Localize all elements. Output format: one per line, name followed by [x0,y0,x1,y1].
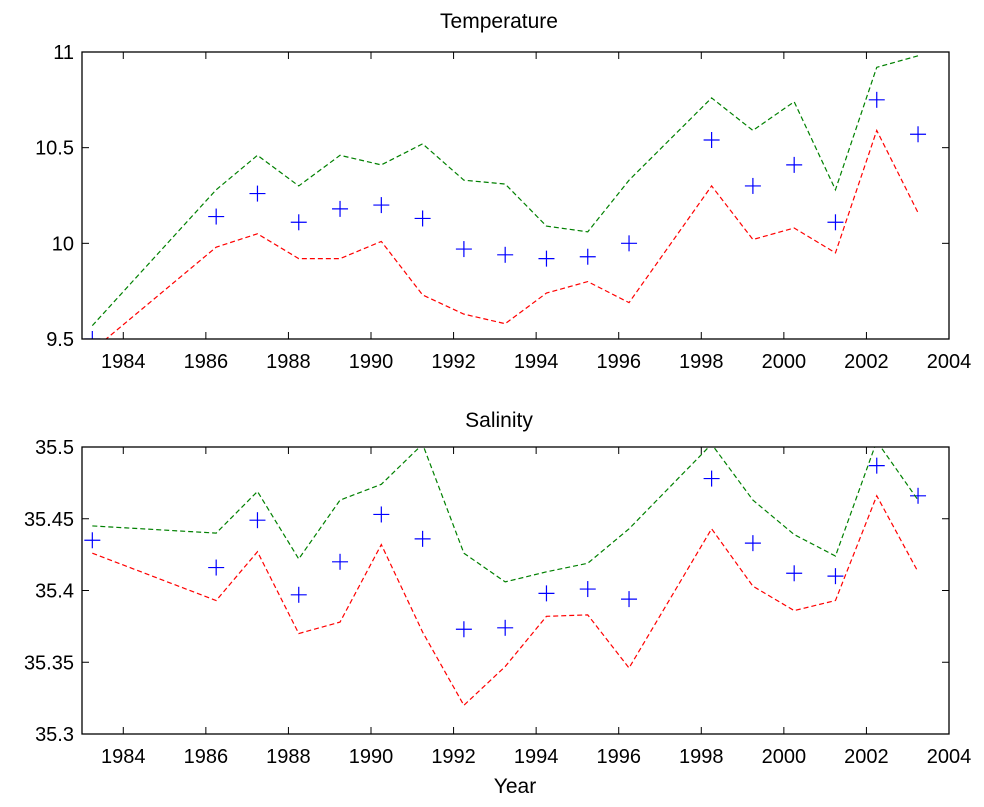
salinity-title: Salinity [465,409,533,432]
temperature-panel: Temperature 1984 1986 1988 1990 1992 1994 1996… [35,10,971,373]
salinity-axes-frame [81,446,950,735]
salinity-measurement-marker [373,506,390,523]
x-tick-label: 1994 [514,351,559,373]
temperature-measurement-marker [84,331,101,339]
x-tick-label: 1990 [349,746,394,768]
x-tick-label: 1996 [596,746,641,768]
temperature-measurement-marker [414,210,431,227]
temperature-measurement-marker [332,200,349,217]
temperature-measurement-marker [373,197,390,214]
salinity-lower-bound-line [92,494,919,707]
salinity-panel: Salinity 1984 1986 1988 1990 1992 1994 1996 199… [24,409,971,798]
temperature-measurement-marker [579,248,596,265]
temperature-measurement-marker [497,246,514,263]
y-tick-label: 10.5 [35,138,74,160]
salinity-measurement-marker [455,621,472,638]
x-tick-label: 1990 [349,351,394,373]
salinity-ticks: 1984 1986 1988 1990 1992 1994 1996 1998 2000 2002… [24,437,971,768]
y-tick-label: 11 [53,42,74,64]
temperature-plot-content [84,55,927,339]
y-tick-label: 10 [52,233,74,255]
temperature-measurement-marker [621,235,638,252]
salinity-measurement-marker [538,585,555,602]
x-tick-label: 1994 [514,746,559,768]
y-tick-label: 35.5 [35,437,74,459]
x-tick-label: 2002 [844,746,889,768]
temperature-ticks: 1984 1986 1988 1990 1992 1994 1996 1998 2000 2002… [35,42,971,373]
temperature-measurement-marker [208,208,225,225]
x-tick-label: 1998 [679,746,724,768]
temperature-measurement-marker [703,132,720,149]
salinity-x-axis-label: Year [494,775,536,798]
salinity-measurement-marker [208,559,225,576]
y-tick-label: 35.35 [24,652,74,674]
salinity-measurement-marker [579,581,596,598]
temperature-measurement-marker [249,185,266,202]
salinity-measurement-marker [414,530,431,547]
salinity-measurement-marker [84,532,101,549]
y-tick-label: 35.45 [24,509,74,531]
y-tick-label: 35.3 [35,724,74,746]
salinity-measurement-marker [827,568,844,585]
salinity-measurement-marker [868,457,885,474]
salinity-measurement-marker [249,512,266,529]
salinity-measurement-marker [786,565,803,582]
salinity-measurement-marker [332,553,349,570]
x-tick-label: 1988 [266,351,311,373]
temperature-measurement-marker [868,91,885,108]
temperature-measurement-marker [786,156,803,173]
x-tick-label: 2002 [844,351,889,373]
salinity-upper-bound-line [92,447,919,583]
temperature-lower-bound-line [105,128,919,339]
y-tick-label: 35.4 [35,581,74,603]
x-tick-label: 1988 [266,746,311,768]
x-tick-label: 2000 [762,746,807,768]
salinity-measurement-marker [910,487,927,504]
temperature-measurement-marker [538,250,555,267]
x-tick-label: 1986 [184,746,229,768]
temperature-measurement-marker [827,214,844,231]
x-tick-label: 1996 [596,351,641,373]
temperature-measurement-marker [744,177,761,194]
temperature-upper-bound-line [91,55,919,327]
x-tick-label: 1984 [101,746,146,768]
x-tick-label: 1998 [679,351,724,373]
x-tick-label: 2000 [762,351,807,373]
salinity-measurement-marker [744,535,761,552]
salinity-plot-content [84,447,927,707]
salinity-measurement-marker [621,591,638,608]
x-tick-label: 1992 [431,351,476,373]
salinity-measurement-marker [290,586,307,603]
temperature-axes-frame [81,51,950,340]
temperature-measurement-marker [455,241,472,258]
x-tick-label: 1984 [101,351,146,373]
salinity-measurement-marker [497,619,514,636]
x-tick-label: 2004 [927,351,972,373]
temperature-title: Temperature [440,10,558,33]
x-tick-label: 1992 [431,746,476,768]
salinity-measurement-marker [703,470,720,487]
x-tick-label: 1986 [184,351,229,373]
temperature-measurement-marker [290,214,307,231]
x-tick-label: 2004 [927,746,972,768]
temperature-measurement-marker [910,126,927,143]
y-tick-label: 9.5 [46,329,74,351]
